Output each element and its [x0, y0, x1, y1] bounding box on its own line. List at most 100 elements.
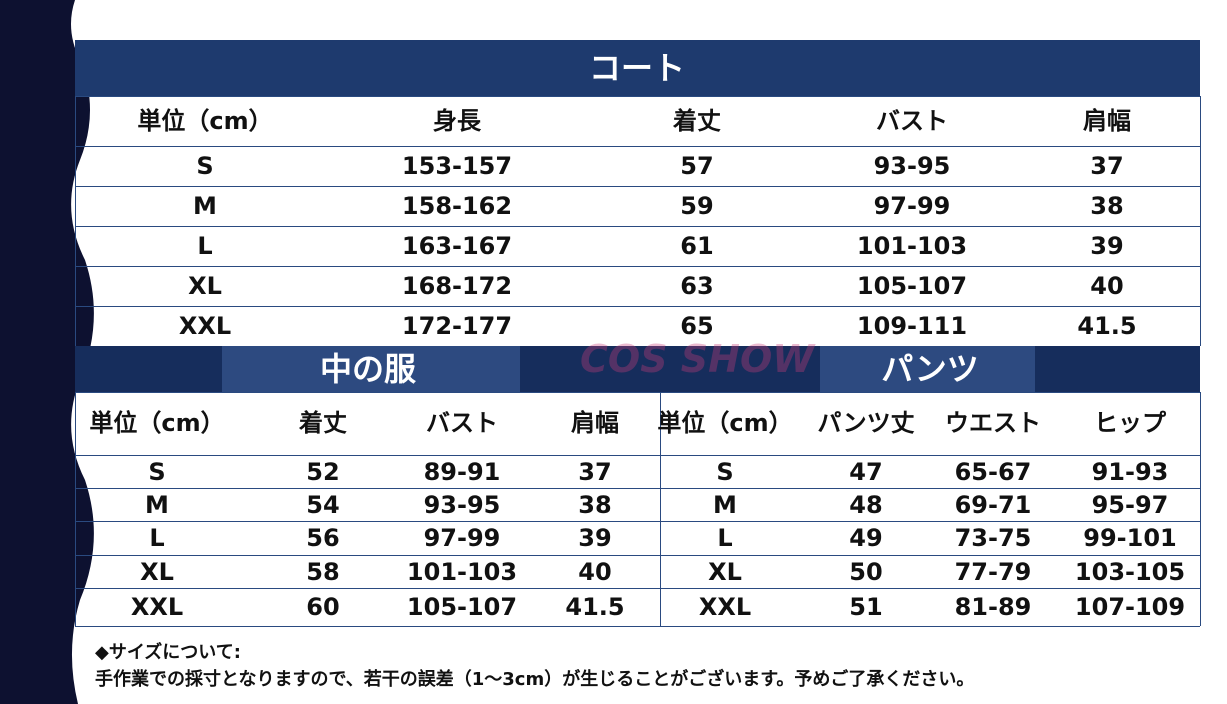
side-wave: [0, 0, 94, 704]
row-line: [75, 226, 1200, 227]
column-header: パンツ丈: [817, 409, 915, 437]
row-line: [75, 455, 1200, 456]
row-line: [75, 186, 1200, 187]
cell: 81-89: [954, 593, 1032, 621]
cell: 77-79: [954, 557, 1032, 586]
cell: 93-95: [873, 152, 951, 180]
column-header: バスト: [426, 409, 498, 437]
row-line: [75, 626, 1200, 627]
cell: 59: [680, 192, 714, 220]
cell: S: [716, 457, 734, 486]
cell: 65-67: [954, 457, 1032, 486]
column-header: 単位（cm）: [137, 107, 273, 135]
cell: 37: [1090, 152, 1124, 180]
cell: 172-177: [401, 312, 513, 340]
cell: 99-101: [1083, 524, 1177, 552]
cell: 105-107: [856, 272, 968, 300]
cell: 39: [578, 524, 612, 552]
cell: 60: [306, 593, 340, 621]
row-line: [75, 266, 1200, 267]
row-line: [75, 555, 1200, 556]
cell: 52: [306, 457, 340, 486]
watermark: COS SHOW: [580, 337, 815, 381]
title-band: [222, 346, 520, 392]
cell: S: [196, 152, 214, 180]
cell: 153-157: [401, 152, 513, 180]
row-line: [75, 488, 1200, 489]
cell: 39: [1090, 232, 1124, 260]
column-header: 単位（cm）: [657, 409, 793, 437]
title-band: [820, 346, 1035, 392]
column-header: 着丈: [673, 107, 721, 135]
cell: 101-103: [856, 232, 968, 260]
cell: 73-75: [954, 524, 1032, 552]
cell: XXL: [130, 593, 184, 621]
cell: 38: [578, 490, 612, 519]
cell: M: [145, 490, 169, 519]
cell: XL: [140, 557, 174, 586]
column-header: 着丈: [299, 409, 347, 437]
row-line: [75, 146, 1200, 147]
cell: 97-99: [873, 192, 951, 220]
table-border: [1200, 96, 1201, 346]
table-border: [75, 96, 76, 346]
cell: L: [717, 524, 733, 552]
cell: 48: [849, 490, 883, 519]
table-title: 中の服: [319, 350, 416, 388]
cell: 95-97: [1091, 490, 1169, 519]
cell: 50: [849, 557, 883, 586]
column-header: 身長: [433, 107, 481, 135]
column-header: 肩幅: [1083, 107, 1131, 135]
row-line: [75, 588, 1200, 589]
column-header: バスト: [876, 107, 948, 135]
cell: XXL: [698, 593, 752, 621]
cell: 89-91: [423, 457, 501, 486]
cell: M: [713, 490, 737, 519]
cell: 163-167: [401, 232, 513, 260]
column-header: ウエスト: [945, 409, 1041, 437]
cell: L: [149, 524, 165, 552]
row-line: [75, 306, 1200, 307]
cell: 40: [578, 557, 612, 586]
cell: 158-162: [401, 192, 513, 220]
cell: XXL: [178, 312, 232, 340]
cell: L: [197, 232, 213, 260]
cell: 168-172: [401, 272, 513, 300]
cell: 65: [680, 312, 714, 340]
cell: 93-95: [423, 490, 501, 519]
note-text: 手作業での採寸となりますので、若干の誤差（1～3cm）が生じることがございます。…: [95, 669, 975, 690]
cell: XL: [188, 272, 222, 300]
cell: 40: [1090, 272, 1124, 300]
cell: S: [148, 457, 166, 486]
table-border: [75, 392, 76, 626]
cell: 37: [578, 457, 612, 486]
cell: 101-103: [406, 557, 518, 586]
cell: 38: [1090, 192, 1124, 220]
table-border: [1200, 392, 1201, 626]
row-line: [75, 392, 1200, 393]
cell: 61: [680, 232, 714, 260]
cell: 41.5: [1077, 312, 1137, 340]
cell: 105-107: [406, 593, 518, 621]
cell: 109-111: [856, 312, 968, 340]
table-border: [660, 392, 661, 626]
cell: 107-109: [1074, 593, 1186, 621]
column-header: 肩幅: [571, 409, 619, 437]
cell: 54: [306, 490, 340, 519]
cell: XL: [708, 557, 742, 586]
header-bar: [75, 40, 1200, 96]
cell: 56: [306, 524, 340, 552]
cell: 49: [849, 524, 883, 552]
cell: 51: [849, 593, 883, 621]
table-title: コート: [588, 49, 685, 87]
cell: 103-105: [1074, 557, 1186, 586]
cell: 91-93: [1091, 457, 1169, 486]
cell: 57: [680, 152, 714, 180]
row-line: [75, 521, 1200, 522]
cell: 63: [680, 272, 714, 300]
table-title: パンツ: [881, 350, 979, 388]
cell: 69-71: [954, 490, 1032, 519]
cell: 47: [849, 457, 883, 486]
